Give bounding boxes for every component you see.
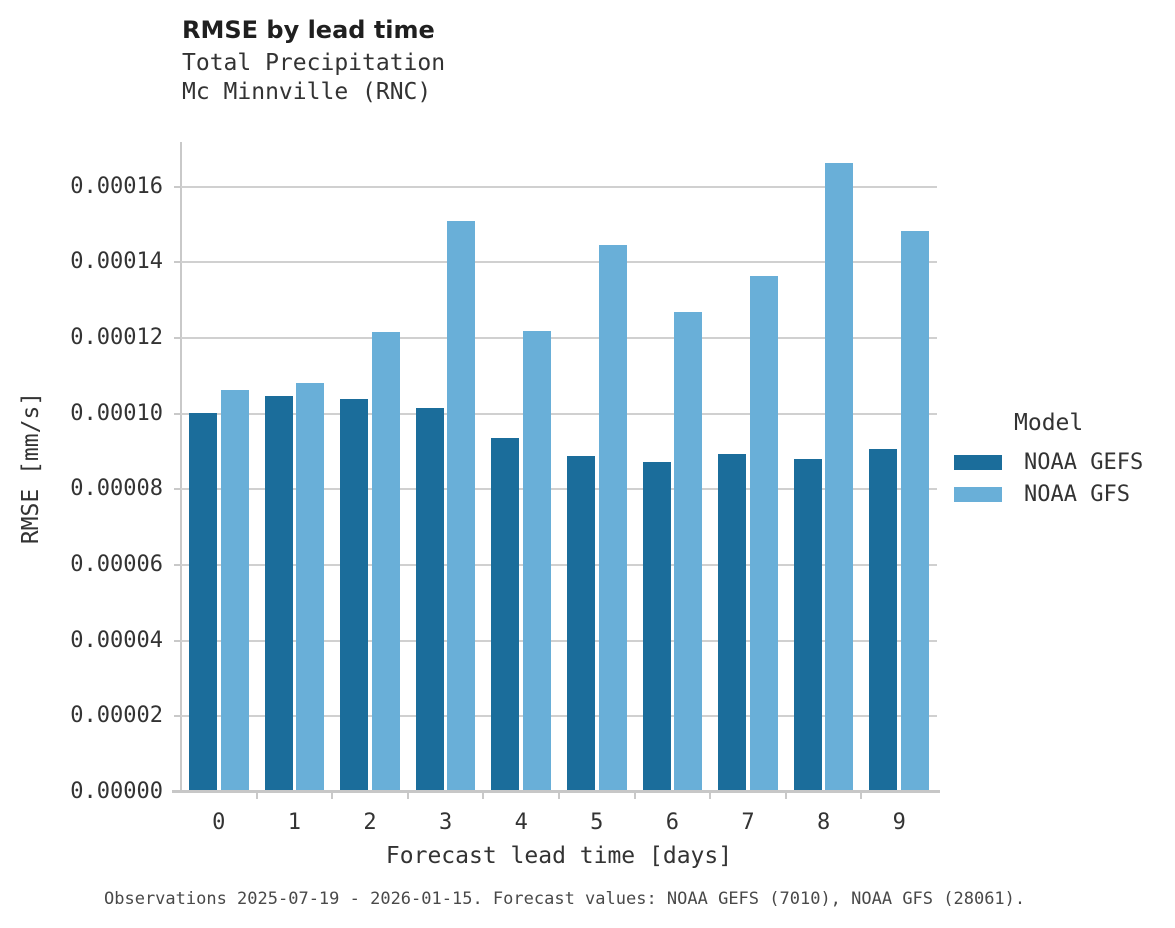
legend-entries: NOAA GEFS NOAA GFS bbox=[954, 446, 1174, 510]
bar-noaa-gefs-day-6 bbox=[642, 462, 671, 792]
gridline bbox=[181, 564, 937, 567]
bar-noaa-gfs-day-4 bbox=[523, 330, 551, 792]
bar-noaa-gfs-day-5 bbox=[598, 244, 627, 792]
x-tick-label: 5 bbox=[590, 810, 604, 835]
y-tick-label: 0.00014 bbox=[70, 249, 163, 275]
x-tick-label: 6 bbox=[665, 810, 680, 835]
y-tick-label: 0.00002 bbox=[70, 703, 163, 729]
gridline bbox=[181, 412, 937, 415]
y-axis-tick bbox=[174, 488, 181, 491]
plot-area bbox=[181, 144, 937, 792]
chart-title: RMSE by lead time bbox=[182, 16, 435, 44]
y-tick-label: 0.00016 bbox=[70, 173, 163, 199]
x-tick-label: 1 bbox=[287, 810, 302, 835]
gridline bbox=[181, 488, 937, 491]
y-axis-tick bbox=[174, 185, 181, 188]
x-tick-label: 0 bbox=[212, 810, 226, 835]
legend-entry: NOAA GEFS bbox=[954, 446, 1174, 478]
bar-noaa-gefs-day-3 bbox=[415, 408, 444, 792]
y-axis-title: RMSE [mm/s] bbox=[18, 391, 44, 545]
y-axis-tick bbox=[174, 412, 181, 415]
x-axis-tick bbox=[633, 793, 636, 799]
legend-entry: NOAA GFS bbox=[954, 478, 1174, 510]
y-axis-tick bbox=[174, 261, 181, 264]
bar-noaa-gefs-day-5 bbox=[567, 456, 595, 792]
bar-noaa-gefs-day-8 bbox=[793, 459, 822, 792]
x-axis-tick bbox=[709, 793, 712, 799]
x-axis-tick bbox=[406, 793, 409, 799]
legend-swatch-noaa-gefs bbox=[954, 454, 1002, 470]
legend-title: Model bbox=[1014, 410, 1084, 436]
x-tick-label: 2 bbox=[363, 810, 377, 835]
legend-swatch-noaa-gfs bbox=[954, 486, 1002, 502]
x-axis-tick bbox=[558, 793, 560, 799]
gridline bbox=[181, 639, 937, 642]
bar-noaa-gfs-day-0 bbox=[220, 389, 249, 792]
x-axis-tick bbox=[860, 793, 863, 799]
gridline bbox=[181, 185, 937, 188]
y-tick-label: 0.00006 bbox=[70, 552, 163, 578]
y-axis-spine bbox=[180, 142, 182, 792]
bar-noaa-gefs-day-1 bbox=[264, 395, 293, 792]
bar-noaa-gfs-day-1 bbox=[296, 383, 325, 792]
x-axis-tick bbox=[255, 793, 258, 799]
x-axis-tick bbox=[482, 793, 485, 799]
y-axis-tick bbox=[174, 564, 181, 567]
x-tick-label: 4 bbox=[514, 810, 528, 835]
x-axis-line bbox=[172, 790, 940, 793]
gridline bbox=[181, 337, 937, 340]
bar-noaa-gefs-day-2 bbox=[340, 398, 369, 792]
chart-subtitle-line-2: Mc Minnville (RNC) bbox=[182, 79, 432, 105]
legend-entry-label: NOAA GFS bbox=[1024, 481, 1130, 507]
bar-noaa-gfs-day-2 bbox=[371, 332, 400, 792]
gridline bbox=[181, 261, 937, 264]
x-axis-tick bbox=[331, 793, 334, 799]
chart-subtitle-line-1: Total Precipitation bbox=[182, 50, 446, 76]
bar-noaa-gefs-day-0 bbox=[189, 413, 217, 792]
y-tick-label: 0.00012 bbox=[70, 325, 163, 351]
bar-noaa-gfs-day-6 bbox=[674, 311, 703, 792]
bar-noaa-gefs-day-4 bbox=[491, 437, 520, 792]
y-tick-label: 0.00000 bbox=[70, 779, 163, 804]
y-tick-label: 0.00010 bbox=[70, 400, 163, 426]
bar-noaa-gefs-day-7 bbox=[718, 453, 747, 792]
x-tick-label: 9 bbox=[892, 810, 906, 835]
y-axis-tick bbox=[174, 337, 181, 340]
bar-noaa-gefs-day-9 bbox=[869, 448, 898, 792]
x-tick-label: 8 bbox=[816, 810, 831, 835]
gridline bbox=[181, 715, 937, 718]
x-axis-title: Forecast lead time [days] bbox=[385, 843, 733, 869]
y-axis-tick bbox=[174, 639, 181, 642]
bar-noaa-gfs-day-3 bbox=[447, 220, 476, 792]
bar-noaa-gfs-day-8 bbox=[825, 162, 854, 792]
bar-noaa-gfs-day-9 bbox=[901, 231, 929, 792]
caption: Observations 2025-07-19 - 2026-01-15. Fo… bbox=[104, 889, 1026, 909]
y-axis-tick bbox=[174, 715, 181, 718]
x-axis-tick bbox=[784, 793, 787, 799]
x-tick-label: 3 bbox=[438, 810, 453, 835]
y-tick-label: 0.00004 bbox=[70, 627, 163, 653]
y-tick-label: 0.00008 bbox=[70, 476, 163, 502]
legend: Model NOAA GEFS NOAA GFS bbox=[954, 410, 1174, 510]
legend-entry-label: NOAA GEFS bbox=[1024, 449, 1144, 475]
bar-noaa-gfs-day-7 bbox=[749, 276, 778, 792]
x-tick-label: 7 bbox=[741, 810, 755, 835]
